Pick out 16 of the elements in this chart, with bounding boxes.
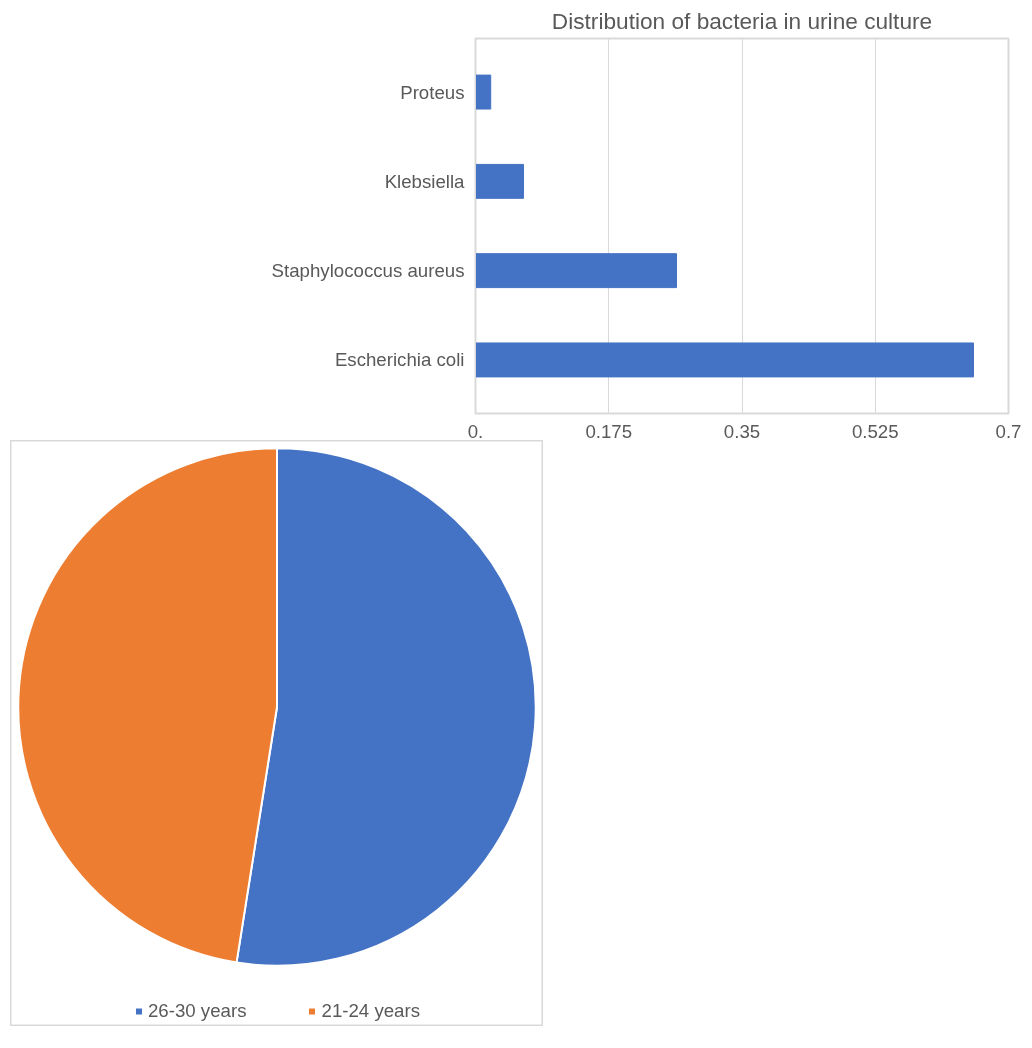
y-tick-label: Klebsiella (384, 170, 466, 192)
bar (475, 74, 492, 110)
bar (475, 342, 974, 378)
y-tick-label: Proteus (400, 81, 465, 103)
x-tick-label: 0.525 (851, 420, 899, 442)
y-tick-label: Staphylococcus aureus (271, 260, 465, 282)
bar (475, 253, 678, 289)
legend-label: 26-30 years (147, 1000, 247, 1022)
bar (475, 163, 524, 199)
x-tick-label: 0. (467, 420, 484, 442)
chart-title: Distribution of bacteria in urine culture (551, 7, 933, 34)
x-tick-label: 0.7 (995, 420, 1022, 442)
x-tick-label: 0.175 (585, 420, 633, 442)
x-tick-label: 0.35 (723, 420, 761, 442)
legend-label: 21-24 years (321, 1000, 421, 1022)
y-tick-label: Escherichia coli (334, 349, 465, 371)
